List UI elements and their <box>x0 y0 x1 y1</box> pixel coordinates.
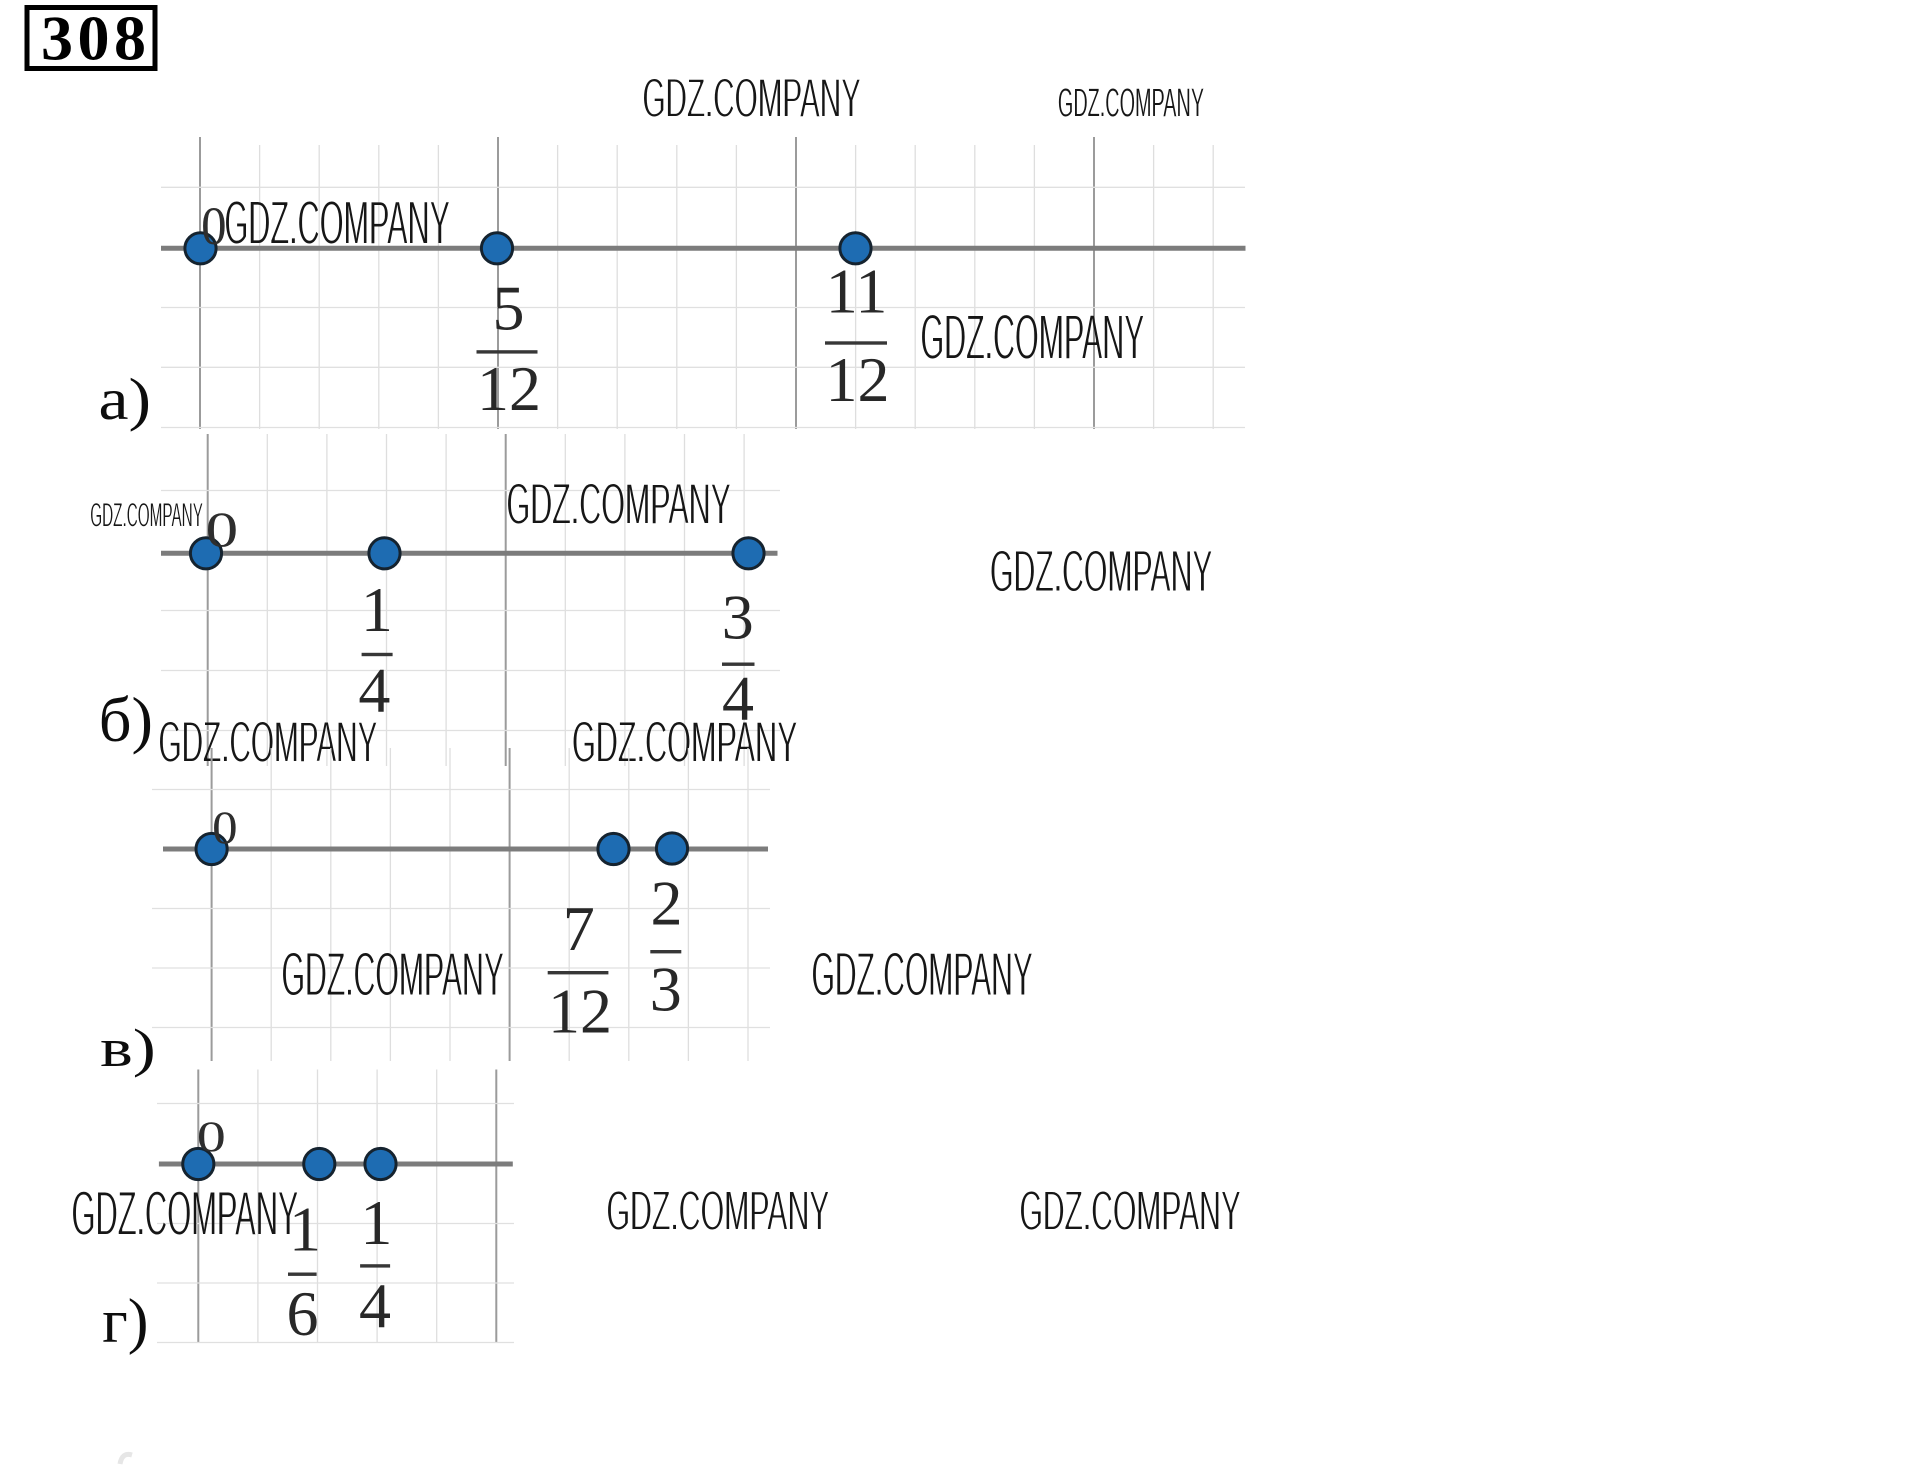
svg-text:GDZ.COMPANY: GDZ.COMPANY <box>159 709 378 775</box>
svg-text:1: 1 <box>361 574 393 645</box>
svg-text:1: 1 <box>360 1187 392 1258</box>
svg-text:4: 4 <box>722 662 754 733</box>
svg-text:1: 1 <box>289 1193 321 1264</box>
svg-text:GDZ.COMPANY: GDZ.COMPANY <box>572 709 797 774</box>
svg-text:GDZ.COMPANY: GDZ.COMPANY <box>607 1179 830 1243</box>
svg-text:GDZ.COMPANY: GDZ.COMPANY <box>812 941 1033 1010</box>
svg-text:4: 4 <box>358 655 390 726</box>
svg-text:12: 12 <box>548 975 612 1046</box>
svg-text:GDZ.COMPANY: GDZ.COMPANY <box>90 496 203 535</box>
svg-text:в): в) <box>100 1019 156 1078</box>
svg-text:б): б) <box>99 684 153 755</box>
svg-text:GDZ.COMPANY: GDZ.COMPANY <box>990 537 1213 604</box>
svg-text:6: 6 <box>287 1278 319 1349</box>
svg-text:GDZ.COMPANY: GDZ.COMPANY <box>282 941 504 1010</box>
svg-text:3: 3 <box>722 581 754 652</box>
svg-text:4: 4 <box>359 1270 391 1341</box>
svg-text:308: 308 <box>41 3 151 74</box>
svg-text:3: 3 <box>650 953 682 1024</box>
svg-text:0: 0 <box>206 501 239 557</box>
svg-text:0: 0 <box>212 801 237 854</box>
svg-text:7: 7 <box>563 893 595 964</box>
svg-text:12: 12 <box>477 353 541 424</box>
svg-text:а): а) <box>99 366 152 432</box>
svg-text:GDZ.COMPANY: GDZ.COMPANY <box>1020 1179 1241 1243</box>
svg-text:GDZ.COMPANY: GDZ.COMPANY <box>643 68 861 129</box>
svg-text:GDZ.COMPANY: GDZ.COMPANY <box>72 1179 299 1249</box>
svg-text:GDZ.COMPANY: GDZ.COMPANY <box>1058 80 1204 126</box>
svg-text:12: 12 <box>826 344 890 415</box>
svg-text:GDZ.COMPANY: GDZ.COMPANY <box>507 471 731 536</box>
svg-text:г): г) <box>102 1285 148 1355</box>
svg-text:11: 11 <box>826 255 888 326</box>
svg-text:0: 0 <box>201 197 226 257</box>
svg-text:GDZ.COMPANY: GDZ.COMPANY <box>225 189 451 258</box>
svg-text:2: 2 <box>651 868 683 939</box>
svg-text:0: 0 <box>197 1113 226 1161</box>
svg-text:GDZ.COMPANY: GDZ.COMPANY <box>921 302 1145 373</box>
svg-text:5: 5 <box>493 272 525 343</box>
